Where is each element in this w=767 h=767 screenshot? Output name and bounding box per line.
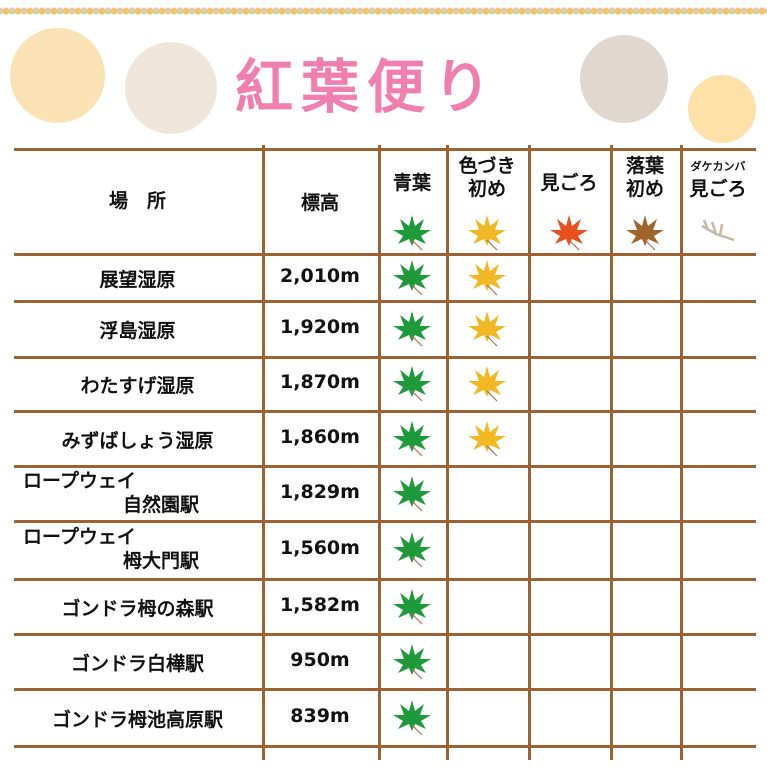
- green-maple-leaf-icon: [392, 212, 432, 252]
- grid-line: [14, 410, 756, 413]
- grid-line: [610, 145, 613, 760]
- row-elevation: 1,870m: [280, 371, 360, 393]
- brown-maple-leaf-icon: [625, 212, 665, 252]
- yellow-maple-leaf-icon: [467, 212, 507, 252]
- row-place: 浮島湿原: [99, 320, 176, 342]
- grid-line: [378, 145, 381, 760]
- row-place: ゴンドラ栂の森駅: [61, 597, 214, 620]
- header-stage-0: 青葉: [392, 172, 431, 194]
- header-stage-2: 見ごろ: [540, 172, 598, 194]
- green-maple-leaf-icon: [392, 473, 432, 513]
- header-place: 場 所: [108, 190, 166, 212]
- grid-line: [14, 300, 756, 303]
- decor-circle: [580, 35, 668, 123]
- grid-line: [262, 145, 265, 760]
- green-maple-leaf-icon: [392, 308, 432, 348]
- row-elevation: 950m: [290, 648, 350, 671]
- yellow-maple-leaf-icon: [467, 257, 507, 297]
- row-elevation: 1,560m: [280, 537, 360, 559]
- grid-line: [14, 356, 756, 359]
- decor-circle: [688, 75, 756, 143]
- green-maple-leaf-icon: [392, 697, 432, 737]
- header-stage-4: 見ごろ: [689, 178, 747, 200]
- yellow-maple-leaf-icon: [467, 363, 507, 403]
- bare-branch-icon: [698, 212, 738, 252]
- grid-line: [14, 578, 756, 581]
- row-elevation: 1,829m: [280, 480, 360, 503]
- green-maple-leaf-icon: [392, 257, 432, 297]
- yellow-maple-leaf-icon: [467, 418, 507, 458]
- green-maple-leaf-icon: [392, 586, 432, 626]
- header-stage-1: 色づき 初め: [458, 155, 516, 200]
- green-maple-leaf-icon: [392, 363, 432, 403]
- header-stage-sublabel: ダケカンバ: [690, 160, 746, 173]
- row-place: みずばしょう湿原: [61, 429, 214, 452]
- row-elevation: 1,920m: [280, 316, 360, 338]
- row-place: わたすげ湿原: [80, 375, 195, 397]
- row-place: ロープウェイ 自然園駅: [23, 469, 200, 516]
- row-place: ロープウェイ 栂大門駅: [23, 526, 200, 572]
- green-maple-leaf-icon: [392, 529, 432, 569]
- row-place: 展望湿原: [99, 268, 176, 291]
- grid-line: [680, 145, 683, 760]
- row-place: ゴンドラ白樺駅: [70, 652, 204, 675]
- decor-circle: [125, 42, 217, 134]
- grid-line: [14, 465, 756, 468]
- grid-line: [14, 253, 756, 256]
- grid-line: [14, 148, 756, 151]
- page-title: 紅葉便り: [235, 53, 500, 121]
- green-maple-leaf-icon: [392, 641, 432, 681]
- decor-circle: [10, 28, 105, 123]
- row-elevation: 1,860m: [280, 425, 360, 448]
- grid-line: [14, 520, 756, 523]
- dotted-border: [0, 4, 767, 18]
- row-elevation: 2,010m: [280, 264, 360, 287]
- grid-line: [14, 633, 756, 636]
- grid-line: [14, 688, 756, 691]
- header-elevation: 標高: [300, 192, 339, 214]
- red-maple-leaf-icon: [549, 212, 589, 252]
- grid-line: [528, 145, 531, 760]
- row-elevation: 1,582m: [280, 593, 360, 616]
- row-place: ゴンドラ栂池高原駅: [51, 708, 223, 731]
- grid-line: [446, 145, 449, 760]
- yellow-maple-leaf-icon: [467, 308, 507, 348]
- green-maple-leaf-icon: [392, 418, 432, 458]
- row-elevation: 839m: [290, 704, 350, 727]
- grid-line: [14, 745, 756, 748]
- header-stage-3: 落葉 初め: [625, 155, 664, 200]
